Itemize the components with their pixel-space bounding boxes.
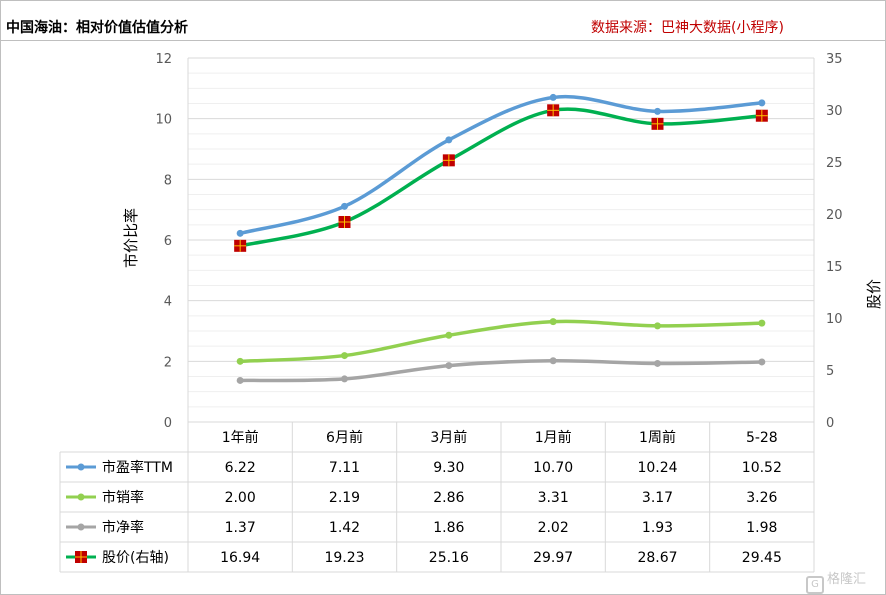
category-label: 5-28 [746,430,778,446]
table-cell-value: 2.02 [538,520,569,536]
data-point [755,109,768,122]
table-cell-value: 9.30 [433,460,464,476]
data-source-note: 数据来源：巴神大数据(小程序) [591,20,784,36]
title-divider [0,40,886,41]
watermark: G 格隆汇 [806,568,866,594]
left-tick-label: 2 [164,355,172,370]
data-point [654,107,661,115]
table-cell-value: 29.97 [533,550,573,566]
table-cell-value: 28.67 [637,550,677,566]
category-label: 3月前 [430,429,467,446]
table-cell-value: 10.52 [742,460,782,476]
table-cell-value: 3.17 [642,490,673,506]
legend-label: 股价(右轴) [102,550,169,566]
legend-key-marker [77,463,85,471]
data-point [445,136,453,144]
data-point [445,362,453,370]
table-cell-value: 7.11 [329,460,360,476]
table-cell-value: 1.37 [225,520,256,536]
data-point [236,357,244,365]
series-layer [234,93,768,384]
watermark-logo-icon: G [806,576,824,594]
data-point [654,359,661,367]
data-point [338,216,351,229]
data-point [549,357,557,365]
category-label: 1年前 [222,429,259,446]
table-cell-value: 10.70 [533,460,573,476]
data-point [341,202,348,210]
data-point [758,99,766,107]
right-tick-label: 25 [826,156,843,171]
data-point [341,375,348,383]
legend-label: 市净率 [102,519,144,536]
category-label: 1月前 [535,429,572,446]
right-tick-label: 30 [826,104,843,119]
series-line [238,94,764,236]
data-table: 1年前 6月前 3月前 1月前 1周前 5-28 市盈率TTM 6.22 7.11 9.30 10.… [59,421,815,573]
table-cell-value: 25.16 [429,550,469,566]
data-point [651,117,664,130]
category-label: 6月前 [326,429,363,446]
data-point [236,376,244,384]
data-point [341,352,348,360]
left-tick-label: 0 [164,416,172,431]
data-point [758,358,766,366]
data-point [547,104,560,117]
series-line [238,107,764,248]
left-tick-label: 6 [164,234,172,249]
table-cell-value: 3.31 [538,490,569,506]
right-tick-label: 20 [826,208,843,223]
page-title: 中国海油：相对价值估值分析 [6,20,188,36]
data-point [445,331,453,339]
data-point [234,239,247,252]
table-cell-value: 1.42 [329,520,360,536]
right-axis-ticks: 0 5 10 15 20 25 30 35 [826,52,843,431]
legend-key-marker [75,551,87,563]
right-tick-label: 5 [826,364,834,379]
right-tick-label: 10 [826,312,843,327]
table-cell-value: 10.24 [637,460,677,476]
table-cell-value: 19.23 [324,550,364,566]
axes [187,58,815,422]
data-point [442,154,455,167]
legend-key-marker [77,493,85,501]
table-cell-value: 3.26 [746,490,777,506]
right-tick-label: 35 [826,52,843,67]
right-tick-label: 15 [826,260,843,275]
right-tick-label: 0 [826,416,834,431]
series-line [238,319,764,364]
left-tick-label: 12 [155,52,172,67]
data-point [236,229,244,237]
series-line [238,358,764,383]
data-point [549,93,557,101]
watermark-text: 格隆汇 [827,572,867,587]
right-axis-title: 股价 [865,279,883,309]
data-point [654,322,661,330]
table-cell-value: 1.93 [642,520,673,536]
legend-label: 市销率 [102,489,144,506]
left-tick-label: 8 [164,173,172,188]
table-cell-value: 2.00 [225,490,256,506]
table-cell-value: 1.98 [746,520,777,536]
data-point [758,319,766,327]
left-tick-label: 4 [164,295,172,310]
legend-label: 市盈率TTM [102,459,173,476]
left-tick-label: 10 [155,113,172,128]
left-axis-ticks: 0 2 4 6 8 10 12 [155,52,172,431]
table-cell-value: 16.94 [220,550,260,566]
legend-key-marker [77,523,85,531]
category-label: 1周前 [639,429,676,446]
table-cell-value: 1.86 [433,520,464,536]
table-cell-value: 29.45 [742,550,782,566]
table-cell-value: 2.86 [433,490,464,506]
table-cell-value: 2.19 [329,490,360,506]
left-axis-title: 市价比率 [122,208,140,268]
data-point [549,318,557,326]
table-cell-value: 6.22 [225,460,256,476]
